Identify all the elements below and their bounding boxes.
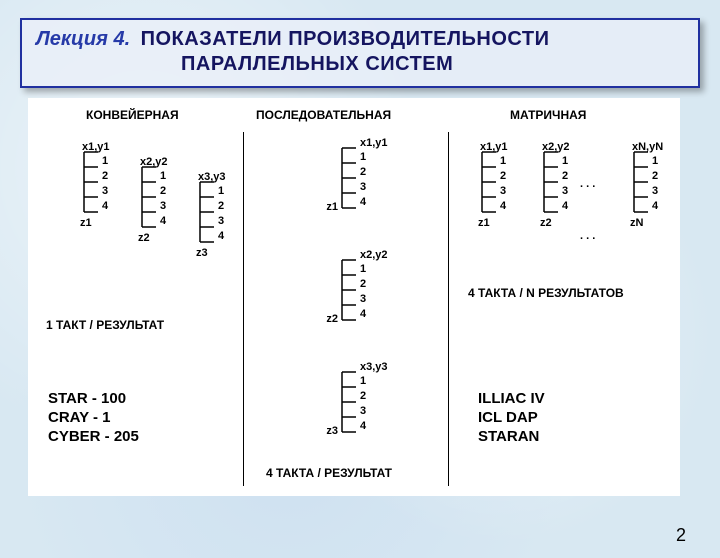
svg-text:x1,y1: x1,y1 [82, 141, 110, 153]
svg-text:3: 3 [360, 405, 366, 417]
stage-block: xN,yN 1 2 3 4 zN [620, 138, 680, 228]
svg-text:2: 2 [160, 185, 166, 197]
tact: 1 ТАКТ / РЕЗУЛЬТАТ [46, 318, 164, 332]
svg-text:3: 3 [218, 215, 224, 227]
stage-block: x1,y1 1 2 3 4 z1 [70, 138, 130, 228]
svg-text:3: 3 [500, 185, 506, 197]
page-number: 2 [676, 525, 686, 546]
svg-text:x2,y2: x2,y2 [360, 249, 388, 261]
svg-text:z1: z1 [326, 201, 338, 213]
svg-text:2: 2 [102, 170, 108, 182]
svg-text:4: 4 [160, 215, 167, 227]
svg-text:z3: z3 [326, 425, 338, 437]
svg-text:4: 4 [360, 196, 367, 208]
column-title: МАТРИЧНАЯ [510, 108, 586, 122]
svg-text:1: 1 [218, 185, 224, 197]
svg-text:1: 1 [160, 170, 166, 182]
svg-text:3: 3 [360, 181, 366, 193]
svg-text:2: 2 [360, 166, 366, 178]
svg-text:4: 4 [360, 420, 367, 432]
svg-text:x3,y3: x3,y3 [198, 171, 226, 183]
stage-block: x2,y2 1 2 3 4 z2 [328, 246, 388, 336]
stage-block: x3,y3 1 2 3 4 z3 [186, 168, 246, 258]
svg-text:z3: z3 [196, 247, 208, 259]
svg-text:2: 2 [500, 170, 506, 182]
svg-text:zN: zN [630, 217, 644, 229]
svg-text:2: 2 [360, 390, 366, 402]
stage-block: x1,y1 1 2 3 4 z1 [328, 134, 388, 224]
stage-block: x1,y1 1 2 3 4 z1 [468, 138, 528, 228]
svg-text:3: 3 [360, 293, 366, 305]
svg-text:1: 1 [562, 155, 568, 167]
svg-text:3: 3 [102, 185, 108, 197]
svg-text:z2: z2 [326, 313, 338, 325]
svg-text:x1,y1: x1,y1 [480, 141, 508, 153]
svg-text:3: 3 [652, 185, 658, 197]
diagram-panel: КОНВЕЙЕРНАЯ ПОСЛЕДОВАТЕЛЬНАЯ МАТРИЧНАЯ x1,y… [28, 98, 680, 496]
svg-text:1: 1 [102, 155, 108, 167]
col-title: КОНВЕЙЕРНАЯ [86, 108, 179, 122]
svg-text:2: 2 [562, 170, 568, 182]
tact: 4 ТАКТА / РЕЗУЛЬТАТ [266, 466, 392, 480]
svg-text:2: 2 [360, 278, 366, 290]
svg-text:4: 4 [500, 200, 507, 212]
svg-text:z1: z1 [80, 217, 92, 229]
svg-text:3: 3 [562, 185, 568, 197]
svg-text:4: 4 [652, 200, 659, 212]
svg-text:x2,y2: x2,y2 [140, 156, 168, 168]
slide-title-line2: ПАРАЛЛЕЛЬНЫХ СИСТЕМ [181, 53, 684, 76]
svg-text:x1,y1: x1,y1 [360, 137, 388, 149]
svg-text:4: 4 [102, 200, 109, 212]
svg-text:2: 2 [218, 200, 224, 212]
stage-block: x2,y2 1 2 3 4 z2 [128, 153, 188, 243]
small-label: . . . [580, 230, 595, 242]
slide-header: Лекция 4. ПОКАЗАТЕЛИ ПРОИЗВОДИТЕЛЬНОСТИ … [20, 18, 700, 88]
svg-text:3: 3 [160, 200, 166, 212]
small-label: . . . [580, 178, 595, 190]
svg-text:z2: z2 [540, 217, 552, 229]
col-title: ПОСЛЕДОВАТЕЛЬНАЯ [256, 108, 391, 122]
svg-text:x3,y3: x3,y3 [360, 361, 388, 373]
svg-text:z2: z2 [138, 232, 150, 244]
matrix-systems: ILLIAC IVICL DAPSTARAN [478, 390, 545, 446]
svg-text:z1: z1 [478, 217, 490, 229]
svg-text:x2,y2: x2,y2 [542, 141, 570, 153]
svg-text:xN,yN: xN,yN [632, 141, 663, 153]
svg-text:4: 4 [360, 308, 367, 320]
svg-text:1: 1 [360, 263, 366, 275]
tact: 4 ТАКТА / N РЕЗУЛЬТАТОВ [468, 286, 624, 300]
divider [448, 132, 449, 486]
slide-title-line1: ПОКАЗАТЕЛИ ПРОИЗВОДИТЕЛЬНОСТИ [141, 28, 550, 50]
lecture-prefix: Лекция 4. [36, 28, 130, 50]
pipeline-systems: STAR - 100CRAY - 1CYBER - 205 [48, 390, 139, 446]
svg-text:4: 4 [218, 230, 225, 242]
svg-text:1: 1 [360, 375, 366, 387]
svg-text:2: 2 [652, 170, 658, 182]
svg-text:1: 1 [500, 155, 506, 167]
svg-text:1: 1 [652, 155, 658, 167]
stage-block: x3,y3 1 2 3 4 z3 [328, 358, 388, 448]
svg-text:1: 1 [360, 151, 366, 163]
svg-text:4: 4 [562, 200, 569, 212]
